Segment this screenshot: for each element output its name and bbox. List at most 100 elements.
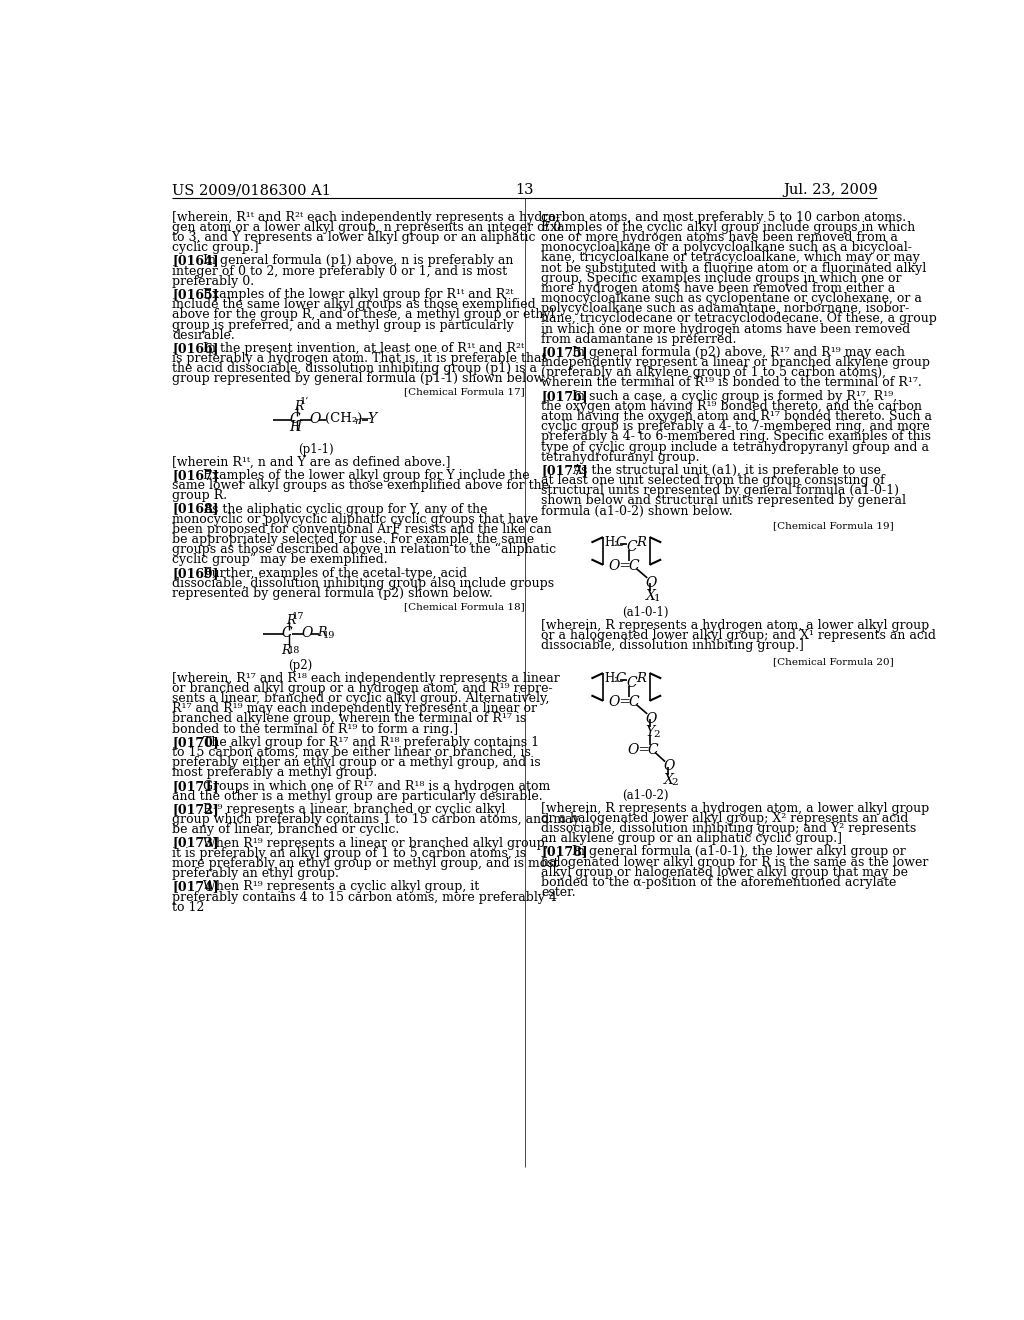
Text: [wherein, R¹ᵗ and R²ᵗ each independently represents a hydro-: [wherein, R¹ᵗ and R²ᵗ each independently… xyxy=(172,211,560,224)
Text: [wherein R¹ᵗ, n and Y are as defined above.]: [wherein R¹ᵗ, n and Y are as defined abo… xyxy=(172,455,451,469)
Text: [0167]: [0167] xyxy=(172,469,219,482)
Text: [Chemical Formula 20]: [Chemical Formula 20] xyxy=(773,657,894,665)
Text: dissociable, dissolution inhibiting group; and Y² represents: dissociable, dissolution inhibiting grou… xyxy=(541,822,916,836)
Text: In general formula (p1) above, n is preferably an: In general formula (p1) above, n is pref… xyxy=(203,255,514,268)
Text: In the present invention, at least one of R¹ᵗ and R²ᵗ: In the present invention, at least one o… xyxy=(203,342,524,355)
Text: alkyl group or halogenated lower alkyl group that may be: alkyl group or halogenated lower alkyl g… xyxy=(541,866,908,879)
Text: [0166]: [0166] xyxy=(172,342,219,355)
Text: n: n xyxy=(354,417,360,425)
Text: O=: O= xyxy=(628,743,651,758)
Text: group R.: group R. xyxy=(172,490,227,503)
Text: C: C xyxy=(629,696,639,709)
Text: or branched alkyl group or a hydrogen atom, and R¹⁹ repre-: or branched alkyl group or a hydrogen at… xyxy=(172,682,553,696)
Text: As the aliphatic cyclic group for Y, any of the: As the aliphatic cyclic group for Y, any… xyxy=(203,503,487,516)
Text: cyclic group.]: cyclic group.] xyxy=(172,242,259,255)
Text: to 15 carbon atoms, may be either linear or branched, is: to 15 carbon atoms, may be either linear… xyxy=(172,746,531,759)
Text: H₂: H₂ xyxy=(604,536,620,549)
Text: [wherein, R¹⁷ and R¹⁸ each independently represents a linear: [wherein, R¹⁷ and R¹⁸ each independently… xyxy=(172,672,560,685)
Text: it is preferably an alkyl group of 1 to 5 carbon atoms, is: it is preferably an alkyl group of 1 to … xyxy=(172,847,526,859)
Text: In general formula (p2) above, R¹⁷ and R¹⁹ may each: In general formula (p2) above, R¹⁷ and R… xyxy=(572,346,905,359)
Text: represented by general formula (p2) shown below.: represented by general formula (p2) show… xyxy=(172,587,493,601)
Text: atom having the oxygen atom and R¹⁷ bonded thereto. Such a: atom having the oxygen atom and R¹⁷ bond… xyxy=(541,411,932,422)
Text: When R¹⁹ represents a cyclic alkyl group, it: When R¹⁹ represents a cyclic alkyl group… xyxy=(203,880,479,894)
Text: preferably a 4- to 6-membered ring. Specific examples of this: preferably a 4- to 6-membered ring. Spec… xyxy=(541,430,931,444)
Text: [Chemical Formula 17]: [Chemical Formula 17] xyxy=(404,387,524,396)
Text: bonded to the α-position of the aforementioned acrylate: bonded to the α-position of the aforemen… xyxy=(541,876,896,888)
Text: H₂: H₂ xyxy=(604,672,620,685)
Text: polycycloalkane such as adamantane, norbornane, isobor-: polycycloalkane such as adamantane, norb… xyxy=(541,302,909,315)
Text: [wherein, R represents a hydrogen atom, a lower alkyl group: [wherein, R represents a hydrogen atom, … xyxy=(541,801,930,814)
Text: groups as those described above in relation to the “aliphatic: groups as those described above in relat… xyxy=(172,544,556,557)
Text: branched alkylene group, wherein the terminal of R¹⁷ is: branched alkylene group, wherein the ter… xyxy=(172,713,526,726)
Text: O: O xyxy=(646,711,657,726)
Text: [0176]: [0176] xyxy=(541,389,588,403)
Text: [0164]: [0164] xyxy=(172,255,219,268)
Text: group is preferred, and a methyl group is particularly: group is preferred, and a methyl group i… xyxy=(172,318,514,331)
Text: R: R xyxy=(282,644,291,657)
Text: X: X xyxy=(664,774,674,787)
Text: [Chemical Formula 19]: [Chemical Formula 19] xyxy=(773,521,894,529)
Text: [0170]: [0170] xyxy=(172,737,219,748)
Text: In general formula (a1-0-1), the lower alkyl group or: In general formula (a1-0-1), the lower a… xyxy=(572,845,906,858)
Text: O: O xyxy=(646,576,657,590)
Text: nane, tricyclodecane or tetracyclododecane. Of these, a group: nane, tricyclodecane or tetracyclododeca… xyxy=(541,313,937,326)
Text: Examples of the cyclic alkyl group include groups in which: Examples of the cyclic alkyl group inclu… xyxy=(541,220,915,234)
Text: O: O xyxy=(309,412,321,426)
Text: (p1-1): (p1-1) xyxy=(298,442,334,455)
Text: to 12: to 12 xyxy=(172,900,205,913)
Text: cyclic group is preferably a 4- to 7-membered ring, and more: cyclic group is preferably a 4- to 7-mem… xyxy=(541,420,930,433)
Text: O: O xyxy=(302,627,313,640)
Text: above for the group R, and of these, a methyl group or ethyl: above for the group R, and of these, a m… xyxy=(172,309,555,321)
Text: R: R xyxy=(317,627,327,639)
Text: [0178]: [0178] xyxy=(541,845,588,858)
Text: 13: 13 xyxy=(515,183,535,197)
Text: (preferably an alkylene group of 1 to 5 carbon atoms),: (preferably an alkylene group of 1 to 5 … xyxy=(541,366,886,379)
Text: be appropriately selected for use. For example, the same: be appropriately selected for use. For e… xyxy=(172,533,535,546)
Text: sents a linear, branched or cyclic alkyl group. Alternatively,: sents a linear, branched or cyclic alkyl… xyxy=(172,692,550,705)
Text: Groups in which one of R¹⁷ and R¹⁸ is a hydrogen atom: Groups in which one of R¹⁷ and R¹⁸ is a … xyxy=(203,780,551,792)
Text: not be substituted with a fluorine atom or a fluorinated alkyl: not be substituted with a fluorine atom … xyxy=(541,261,927,275)
Text: be any of linear, branched or cyclic.: be any of linear, branched or cyclic. xyxy=(172,824,399,837)
Text: C: C xyxy=(282,627,292,640)
Text: C: C xyxy=(615,672,626,685)
Text: 2: 2 xyxy=(672,777,678,787)
Text: O: O xyxy=(664,759,675,774)
Text: Further, examples of the acetal-type, acid: Further, examples of the acetal-type, ac… xyxy=(203,566,467,579)
Text: monocycloalkane or a polycycloalkane such as a bicycloal-: monocycloalkane or a polycycloalkane suc… xyxy=(541,242,912,255)
Text: Y: Y xyxy=(646,726,654,739)
Text: at least one unit selected from the group consisting of: at least one unit selected from the grou… xyxy=(541,474,885,487)
Text: preferably 0.: preferably 0. xyxy=(172,275,254,288)
Text: in which one or more hydrogen atoms have been removed: in which one or more hydrogen atoms have… xyxy=(541,322,910,335)
Text: 19: 19 xyxy=(324,631,336,640)
Text: [wherein, R represents a hydrogen atom, a lower alkyl group: [wherein, R represents a hydrogen atom, … xyxy=(541,619,930,632)
Text: (a1-0-1): (a1-0-1) xyxy=(623,606,669,619)
Text: (CH₂): (CH₂) xyxy=(325,412,362,425)
Text: 18: 18 xyxy=(288,647,300,656)
Text: monocycloalkane such as cyclopentane or cyclohexane, or a: monocycloalkane such as cyclopentane or … xyxy=(541,292,922,305)
Text: 17: 17 xyxy=(292,611,305,620)
Text: type of cyclic group include a tetrahydropyranyl group and a: type of cyclic group include a tetrahydr… xyxy=(541,441,929,454)
Text: Jul. 23, 2009: Jul. 23, 2009 xyxy=(783,183,878,197)
Text: [0169]: [0169] xyxy=(172,566,219,579)
Text: C: C xyxy=(647,743,657,758)
Text: [0173]: [0173] xyxy=(172,837,219,850)
Text: US 2009/0186300 A1: US 2009/0186300 A1 xyxy=(172,183,331,197)
Text: include the same lower alkyl groups as those exemplified: include the same lower alkyl groups as t… xyxy=(172,298,536,312)
Text: R¹⁷ and R¹⁹ may each independently represent a linear or: R¹⁷ and R¹⁹ may each independently repre… xyxy=(172,702,538,715)
Text: 1: 1 xyxy=(653,594,660,603)
Text: H: H xyxy=(289,420,301,434)
Text: wherein the terminal of R¹⁹ is bonded to the terminal of R¹⁷.: wherein the terminal of R¹⁹ is bonded to… xyxy=(541,376,922,389)
Text: dissociable, dissolution inhibiting group also include groups: dissociable, dissolution inhibiting grou… xyxy=(172,577,554,590)
Text: cyclic group” may be exemplified.: cyclic group” may be exemplified. xyxy=(172,553,388,566)
Text: carbon atoms, and most preferably 5 to 10 carbon atoms.: carbon atoms, and most preferably 5 to 1… xyxy=(541,211,906,224)
Text: O=: O= xyxy=(608,560,632,573)
Text: [0171]: [0171] xyxy=(172,780,219,792)
Text: The alkyl group for R¹⁷ and R¹⁸ preferably contains 1: The alkyl group for R¹⁷ and R¹⁸ preferab… xyxy=(203,737,540,748)
Text: R: R xyxy=(294,400,303,413)
Text: independently represent a linear or branched alkylene group: independently represent a linear or bran… xyxy=(541,356,930,370)
Text: O=: O= xyxy=(608,696,632,709)
Text: (p2): (p2) xyxy=(288,659,312,672)
Text: In such a case, a cyclic group is formed by R¹⁷, R¹⁹,: In such a case, a cyclic group is formed… xyxy=(572,389,897,403)
Text: more hydrogen atoms have been removed from either a: more hydrogen atoms have been removed fr… xyxy=(541,282,895,294)
Text: kane, tricycloalkane or tetracycloalkane, which may or may: kane, tricycloalkane or tetracycloalkane… xyxy=(541,251,920,264)
